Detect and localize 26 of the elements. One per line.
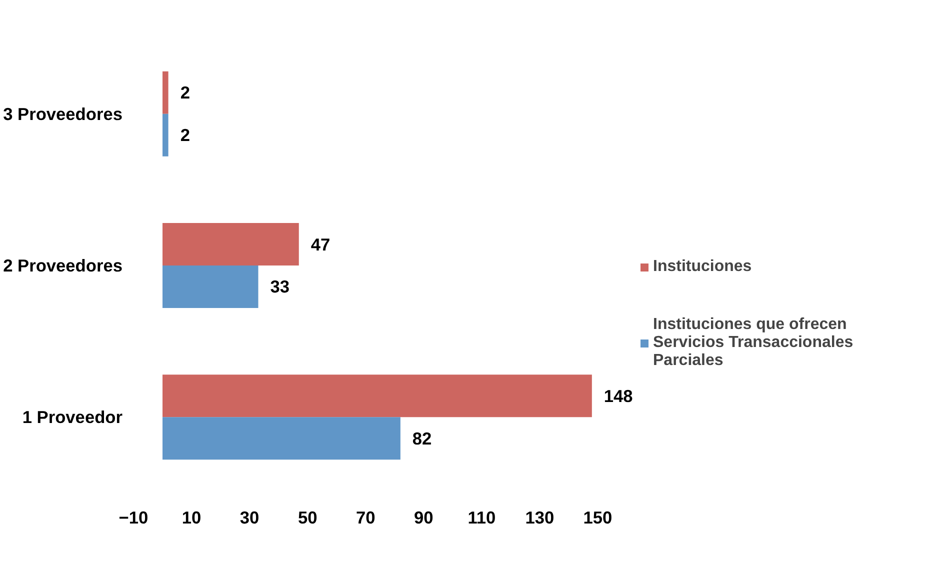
x-tick-label: 150 bbox=[583, 508, 612, 528]
x-tick-label: 30 bbox=[240, 508, 260, 528]
x-tick-label: 10 bbox=[182, 508, 202, 528]
data-label: 33 bbox=[270, 276, 290, 297]
x-tick-label: 90 bbox=[414, 508, 434, 528]
legend-label: Instituciones bbox=[653, 258, 752, 276]
y-tick-label: 1 Proveedor bbox=[22, 407, 123, 428]
x-tick-label: 50 bbox=[298, 508, 318, 528]
x-tick-label: 70 bbox=[356, 508, 376, 528]
bar bbox=[162, 417, 400, 460]
data-label: 47 bbox=[310, 234, 330, 254]
x-tick-label: −10 bbox=[118, 508, 148, 528]
bar bbox=[162, 223, 299, 266]
bar bbox=[162, 266, 258, 308]
x-tick-label: 110 bbox=[468, 508, 496, 528]
y-tick-label: 2 Proveedores bbox=[3, 256, 122, 276]
data-label: 148 bbox=[604, 386, 634, 406]
x-tick-label: 130 bbox=[525, 508, 554, 528]
bar bbox=[162, 374, 592, 418]
data-label: 2 bbox=[180, 125, 190, 146]
data-label: 82 bbox=[412, 428, 432, 448]
legend-label: Instituciones que ofrecen Servicios Transaccionales Parciales bbox=[653, 316, 854, 370]
y-tick-label: 3 Proveedores bbox=[3, 104, 122, 124]
bar bbox=[162, 114, 168, 156]
data-label: 2 bbox=[180, 82, 190, 103]
bar bbox=[162, 71, 168, 114]
